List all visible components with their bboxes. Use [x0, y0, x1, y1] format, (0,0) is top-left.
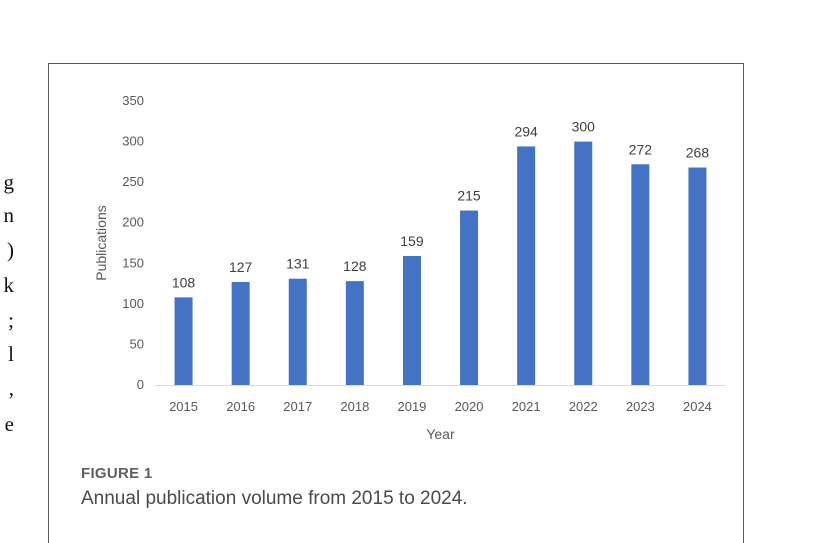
x-tick-label: 2018: [340, 399, 369, 414]
x-axis-title: Year: [426, 426, 455, 442]
x-tick-label: 2020: [455, 399, 484, 414]
data-label: 128: [343, 258, 367, 274]
bleed-fragment: ,: [8, 376, 14, 400]
x-tick-label: 2023: [626, 399, 655, 414]
bleed-fragment: ;: [8, 308, 14, 332]
y-tick-label: 0: [137, 377, 144, 392]
x-tick-label: 2021: [512, 399, 541, 414]
data-label: 215: [457, 188, 481, 204]
bar: [631, 164, 650, 385]
bar: [688, 167, 707, 385]
bar: [517, 146, 536, 385]
bar: [345, 281, 364, 385]
bleed-fragment: e: [4, 412, 14, 436]
y-tick-label: 150: [122, 255, 144, 270]
data-label: 127: [229, 259, 253, 275]
y-axis-title: Publications: [93, 205, 109, 281]
y-tick-label: 250: [122, 174, 144, 189]
x-tick-label: 2024: [683, 399, 712, 414]
bar: [288, 278, 307, 385]
data-label: 272: [629, 141, 653, 157]
y-tick-label: 50: [130, 336, 144, 351]
data-label: 294: [514, 123, 538, 139]
data-label: 131: [286, 256, 310, 272]
bleed-fragment: l: [8, 342, 14, 366]
x-tick-label: 2019: [397, 399, 426, 414]
y-tick-label: 300: [122, 134, 144, 149]
bleed-fragment: ): [7, 238, 14, 262]
adjacent-page-text-fragments: g n) k; l, e: [0, 0, 15, 533]
bar-chart: 0 50 100 150 200 250 300 350 2015 108 2016 127 2017 1…: [93, 93, 726, 442]
bleed-fragment: g: [3, 170, 15, 194]
y-tick-label: 100: [122, 296, 144, 311]
y-tick-label: 200: [122, 215, 144, 230]
bar: [460, 210, 479, 385]
figure-label: FIGURE 1: [81, 465, 153, 482]
y-tick-label: 350: [122, 93, 144, 108]
data-label: 300: [572, 119, 596, 135]
data-label: 268: [686, 145, 710, 161]
data-label: 159: [400, 233, 424, 249]
figure-frame: 0 50 100 150 200 250 300 350 2015 108 2016 127 2017 1…: [48, 63, 744, 543]
bleed-fragment: n: [3, 203, 15, 227]
bar: [231, 281, 250, 385]
x-tick-label: 2022: [569, 399, 598, 414]
bar: [574, 141, 593, 385]
figure-caption: Annual publication volume from 2015 to 2…: [81, 488, 468, 509]
x-tick-label: 2017: [283, 399, 312, 414]
x-tick-label: 2016: [226, 399, 255, 414]
bleed-fragment: k: [3, 273, 15, 297]
bar: [174, 297, 193, 385]
x-tick-label: 2015: [169, 399, 198, 414]
bar: [402, 255, 421, 385]
data-label: 108: [172, 274, 196, 290]
